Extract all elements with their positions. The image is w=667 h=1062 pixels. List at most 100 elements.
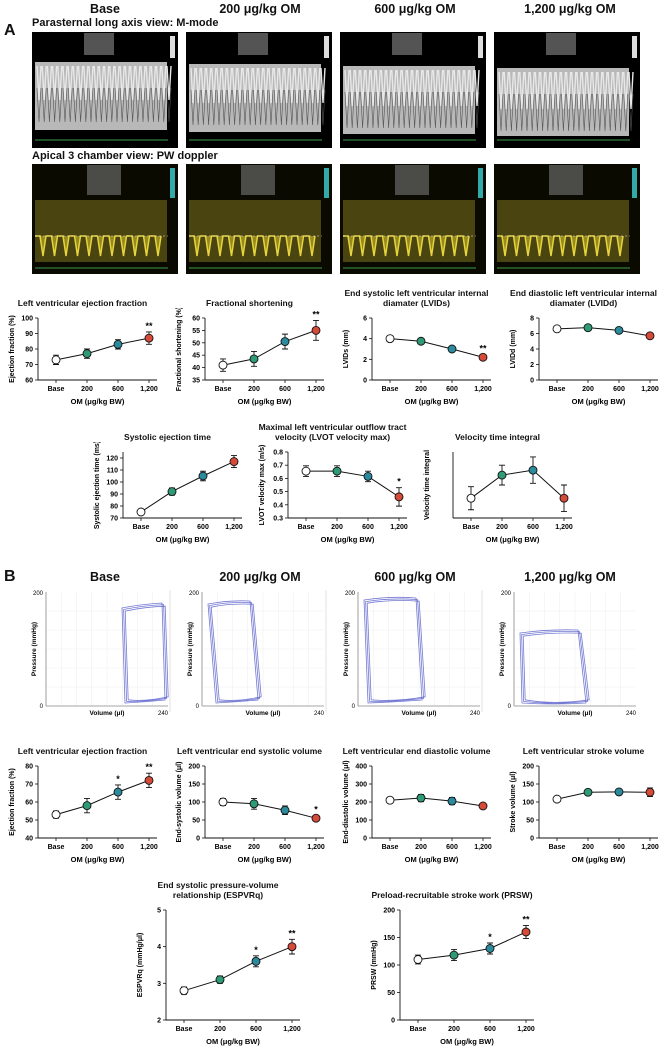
y-tick-label: 60 xyxy=(25,378,33,385)
y-tick-label: 0.8 xyxy=(273,450,283,457)
y-tick-label: 4 xyxy=(363,336,367,343)
series-line xyxy=(306,470,400,498)
data-point xyxy=(583,323,593,333)
plot: 0 2 4 6 8 LVIDd (mm) Base 200 600 1,200 OM (μg/kg … xyxy=(510,316,659,407)
pv-ylabel: Pressure (mmHg) xyxy=(31,622,38,676)
mmode-scale xyxy=(478,36,483,58)
chart: Preload-recruitable stroke work (PRSW) 0 5… xyxy=(362,872,542,1050)
mmode-trace xyxy=(190,89,326,126)
data-point xyxy=(447,796,457,806)
y-axis-label: ESPVRq (mmHg/μl) xyxy=(137,933,144,998)
data-point xyxy=(113,339,123,349)
y-tick-label: 150 xyxy=(522,782,534,789)
x-tick-label: 1,200 xyxy=(474,844,492,851)
plot: 70 80 90 100 110 120 Systolic ejection time (m… xyxy=(94,441,243,544)
chart: End systolic left ventricular internal d… xyxy=(334,280,499,410)
y-tick-label: 200 xyxy=(188,764,200,771)
y-tick-label: 300 xyxy=(355,782,367,789)
x-tick-label: 200 xyxy=(331,524,343,531)
x-axis-label: OM (μg/kg BW) xyxy=(572,397,626,406)
panel-label: B xyxy=(4,568,16,585)
y-tick-label: 120 xyxy=(106,456,118,463)
chart-title: Left ventricular ejection fraction xyxy=(17,745,148,756)
data-point xyxy=(167,487,177,497)
x-tick-label: 600 xyxy=(446,844,458,851)
data-point xyxy=(583,787,593,797)
y-tick-label: 50 xyxy=(25,818,33,825)
y-axis-label: LVIDs (mm) xyxy=(343,330,350,368)
plot: 60 70 80 90 100 Ejection fraction (%) Base 200 6… xyxy=(9,315,158,406)
x-tick-label: 1,200 xyxy=(307,844,325,851)
pv-tick: 240 xyxy=(470,711,481,717)
mmode-trace xyxy=(36,65,172,101)
y-tick-label: 200 xyxy=(355,800,367,807)
y-tick-label: 50 xyxy=(192,340,200,347)
y-tick-label: 50 xyxy=(526,818,534,825)
chart-title: End diastolic left ventricular internal … xyxy=(510,287,657,308)
plot: 0 100 200 300 400 End-diastolic volume (μl) Ba… xyxy=(343,760,492,864)
x-tick-label: Base xyxy=(176,1026,193,1033)
pv-tick: 0 xyxy=(508,704,512,710)
pv-tick: 240 xyxy=(158,711,169,717)
series-line xyxy=(222,329,317,366)
chart-title: End systolic pressure-volume relationshi… xyxy=(157,879,279,900)
x-tick-label: 600 xyxy=(484,1026,496,1033)
y-tick-label: 200 xyxy=(522,764,534,771)
y-tick-label: 6 xyxy=(363,316,367,323)
chart: Left ventricular end diastolic volume 0 10… xyxy=(334,728,499,868)
x-axis-label: OM (μg/kg BW) xyxy=(206,1037,260,1046)
data-point xyxy=(521,927,531,937)
pv-loop xyxy=(209,602,261,702)
series-line xyxy=(55,337,150,361)
y-tick-label: 70 xyxy=(25,362,33,369)
column-header: 200 μg/kg OM xyxy=(219,2,301,16)
x-tick-label: Base xyxy=(215,844,232,851)
significance: * xyxy=(488,932,492,942)
series-line xyxy=(470,469,565,499)
series-line xyxy=(140,461,235,513)
column-header: Base xyxy=(90,2,120,16)
x-tick-label: 600 xyxy=(613,386,625,393)
y-axis-label: LVIDd (mm) xyxy=(510,330,517,369)
x-axis-label: OM (μg/kg BW) xyxy=(238,855,292,864)
mmode-fan xyxy=(546,33,576,55)
plot: 0 50 100 150 200 PRSW (mmHg) Base 200 600 1,200 OM… xyxy=(371,908,535,1047)
doppler-fan xyxy=(87,165,121,195)
x-tick-label: Base xyxy=(298,524,315,531)
x-tick-label: 200 xyxy=(448,1026,460,1033)
data-point xyxy=(198,471,208,481)
data-point xyxy=(614,787,624,797)
y-axis-label: End-systolic volume (μl) xyxy=(176,762,183,843)
series-line xyxy=(55,779,150,816)
x-tick-label: 200 xyxy=(415,844,427,851)
data-point xyxy=(251,956,261,966)
plot: Velocity time integral Base 200 600 1,200 OM … xyxy=(424,450,573,544)
data-point xyxy=(394,492,404,502)
data-point xyxy=(144,333,154,343)
y-tick-label: 2 xyxy=(157,1018,161,1025)
pv-tick: 240 xyxy=(314,711,325,717)
doppler-scale xyxy=(632,168,637,198)
y-tick-label: 35 xyxy=(192,378,200,385)
y-tick-label: 55 xyxy=(192,328,200,335)
doppler-scale xyxy=(324,168,329,198)
chart: Left ventricular end systolic volume 0 50 1… xyxy=(167,728,332,868)
pv-xlabel: Volume (μl) xyxy=(402,710,437,717)
x-tick-label: 200 xyxy=(214,1026,226,1033)
pv-loop xyxy=(519,629,587,705)
significance: ** xyxy=(522,914,530,924)
y-axis-label: Stroke volume (μl) xyxy=(510,771,517,832)
chart: Left ventricular ejection fraction 40 50 60… xyxy=(0,728,165,868)
panel-label: A xyxy=(4,22,16,39)
y-tick-label: 100 xyxy=(21,316,33,323)
series-line xyxy=(222,801,317,819)
y-tick-label: 0 xyxy=(391,1018,395,1025)
x-tick-label: 200 xyxy=(81,844,93,851)
pv-tick: 200 xyxy=(345,591,356,597)
mmode-trace xyxy=(498,71,634,110)
y-axis-label: Velocity time integral xyxy=(424,450,431,520)
x-axis-label: OM (μg/kg BW) xyxy=(71,397,125,406)
significance: ** xyxy=(145,762,153,772)
data-point xyxy=(552,794,562,804)
y-axis-label: Ejection fraction (%) xyxy=(9,315,16,383)
